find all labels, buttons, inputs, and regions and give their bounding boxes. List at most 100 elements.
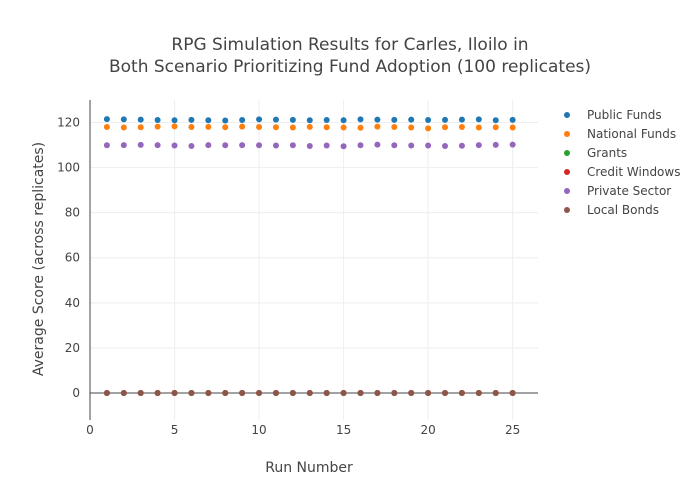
data-point — [492, 124, 499, 131]
data-point — [442, 389, 449, 396]
data-point — [306, 123, 313, 130]
data-point — [120, 389, 127, 396]
chart-title-line-1: RPG Simulation Results for Carles, Iloil… — [171, 35, 528, 55]
data-point — [323, 389, 330, 396]
data-point — [205, 117, 212, 124]
legend-item: Grants — [564, 146, 627, 160]
data-point — [256, 116, 263, 123]
data-point — [391, 124, 398, 131]
data-point — [289, 124, 296, 131]
data-point — [357, 116, 364, 123]
series-1 — [103, 123, 516, 132]
data-point — [323, 124, 330, 131]
data-point — [408, 116, 415, 123]
series-4 — [103, 141, 516, 150]
data-point — [425, 142, 432, 149]
data-point — [239, 389, 246, 396]
data-point — [222, 117, 229, 124]
data-point — [374, 123, 381, 130]
legend: Public Funds National Funds Grants Credit W… — [564, 108, 680, 217]
legend-item: Private Sector — [564, 184, 671, 198]
data-point — [475, 116, 482, 123]
legend-label: Public Funds — [587, 108, 662, 122]
data-point — [425, 125, 432, 132]
x-tick-label: 25 — [505, 423, 520, 437]
data-point — [205, 123, 212, 130]
data-point — [205, 142, 212, 149]
legend-marker — [564, 150, 570, 156]
data-point — [408, 124, 415, 131]
x-tick-label: 10 — [251, 423, 266, 437]
data-point — [205, 389, 212, 396]
data-point — [357, 124, 364, 131]
data-point — [458, 116, 465, 123]
data-point — [289, 389, 296, 396]
data-point — [340, 117, 347, 124]
data-point — [374, 389, 381, 396]
data-point — [340, 389, 347, 396]
legend-marker — [564, 112, 570, 118]
data-points — [103, 116, 516, 396]
data-point — [391, 389, 398, 396]
data-point — [120, 124, 127, 131]
data-point — [306, 117, 313, 124]
y-axis-title: Average Score (across replicates) — [31, 142, 47, 376]
y-tick-label: 20 — [65, 341, 80, 355]
legend-item: Credit Windows — [564, 165, 680, 179]
data-point — [357, 389, 364, 396]
data-point — [171, 123, 178, 130]
data-point — [458, 142, 465, 149]
data-point — [154, 389, 161, 396]
legend-label: Private Sector — [587, 184, 671, 198]
data-point — [171, 117, 178, 124]
data-point — [374, 116, 381, 123]
series-5 — [103, 389, 516, 396]
y-tick-label: 0 — [72, 386, 80, 400]
data-point — [492, 389, 499, 396]
data-point — [289, 142, 296, 149]
data-point — [137, 116, 144, 123]
data-point — [425, 117, 432, 124]
legend-item: Public Funds — [564, 108, 662, 122]
legend-item: Local Bonds — [564, 203, 659, 217]
legend-marker — [564, 207, 570, 213]
series-0 — [103, 116, 516, 124]
data-point — [137, 124, 144, 131]
data-point — [442, 142, 449, 149]
y-tick-label: 120 — [57, 116, 80, 130]
y-tick-label: 40 — [65, 296, 80, 310]
data-point — [222, 124, 229, 131]
data-point — [509, 124, 516, 131]
x-tick-label: 5 — [171, 423, 179, 437]
data-point — [475, 142, 482, 149]
data-point — [391, 142, 398, 149]
chart-title-line-2: Both Scenario Prioritizing Fund Adoption… — [109, 57, 591, 77]
data-point — [256, 124, 263, 131]
data-point — [154, 123, 161, 130]
data-point — [374, 141, 381, 148]
data-point — [120, 142, 127, 149]
x-axis-title: Run Number — [265, 460, 353, 476]
data-point — [103, 389, 110, 396]
data-point — [222, 389, 229, 396]
data-point — [306, 389, 313, 396]
x-tick-label: 15 — [336, 423, 351, 437]
data-point — [357, 142, 364, 149]
y-tick-label: 80 — [65, 206, 80, 220]
data-point — [442, 124, 449, 131]
chart-title: RPG Simulation Results for Carles, Iloil… — [109, 35, 591, 77]
data-point — [272, 116, 279, 123]
data-point — [239, 123, 246, 130]
data-point — [272, 124, 279, 131]
data-point — [408, 389, 415, 396]
data-point — [171, 142, 178, 149]
data-point — [137, 389, 144, 396]
data-point — [188, 389, 195, 396]
data-point — [222, 142, 229, 149]
legend-marker — [564, 131, 570, 137]
data-point — [323, 142, 330, 149]
data-point — [137, 141, 144, 148]
data-point — [492, 117, 499, 124]
legend-marker — [564, 169, 570, 175]
